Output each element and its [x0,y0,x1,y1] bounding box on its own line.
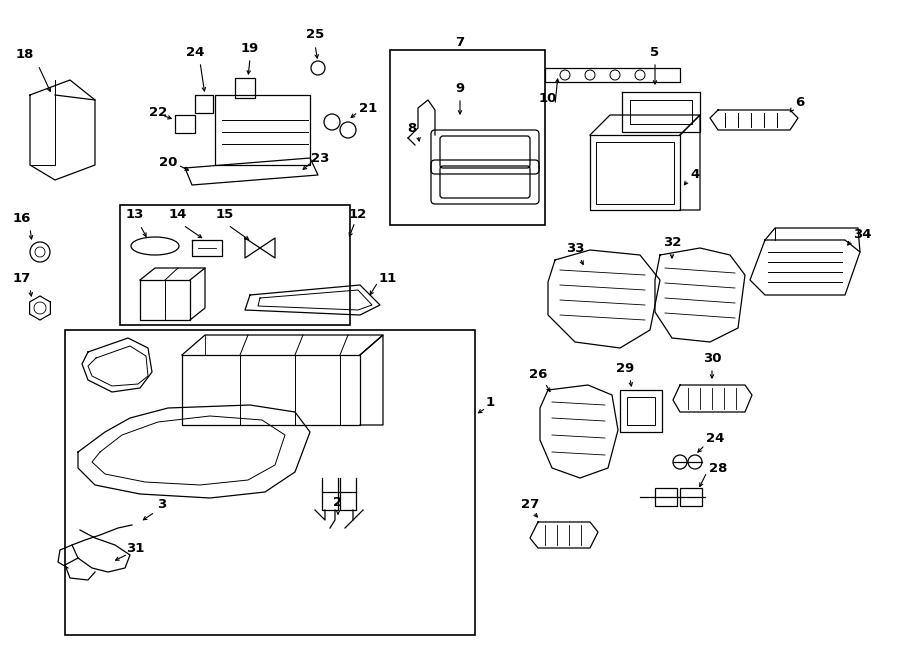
Text: 18: 18 [16,48,34,61]
Text: 11: 11 [379,272,397,284]
Bar [175,115,195,133]
Text: 21: 21 [359,102,377,114]
Bar [620,390,662,432]
Text: 25: 25 [306,28,324,42]
Text: 6: 6 [796,95,805,108]
Bar [215,95,310,165]
Text: 17: 17 [13,272,32,284]
Bar [627,397,655,425]
Text: 9: 9 [455,81,464,95]
Text: 26: 26 [529,368,547,381]
Bar [680,488,702,506]
Text: 15: 15 [216,208,234,221]
Bar [195,95,213,113]
Text: 2: 2 [333,496,343,508]
Text: 8: 8 [408,122,417,134]
Text: 1: 1 [485,395,495,408]
Text: 28: 28 [709,461,727,475]
Text: 5: 5 [651,46,660,59]
Bar [390,50,545,225]
Text: 3: 3 [158,498,166,512]
Text: 7: 7 [455,36,464,50]
Text: 14: 14 [169,208,187,221]
Text: 32: 32 [662,235,681,249]
Text: 22: 22 [148,106,167,118]
Text: 31: 31 [126,541,144,555]
Text: 27: 27 [521,498,539,512]
Text: 13: 13 [126,208,144,221]
Text: 16: 16 [13,212,32,225]
Text: 10: 10 [539,91,557,104]
Bar [235,78,255,98]
Text: 34: 34 [853,229,871,241]
Text: 29: 29 [616,362,634,375]
Text: 24: 24 [185,46,204,59]
Bar [655,488,677,506]
Text: 30: 30 [703,352,721,364]
Text: 4: 4 [690,169,699,182]
Text: 23: 23 [310,151,329,165]
Bar [120,205,350,325]
Text: 33: 33 [566,241,584,254]
Text: 20: 20 [158,155,177,169]
Text: 24: 24 [706,432,724,444]
Text: 12: 12 [349,208,367,221]
Text: 19: 19 [241,42,259,54]
Bar [65,330,475,635]
